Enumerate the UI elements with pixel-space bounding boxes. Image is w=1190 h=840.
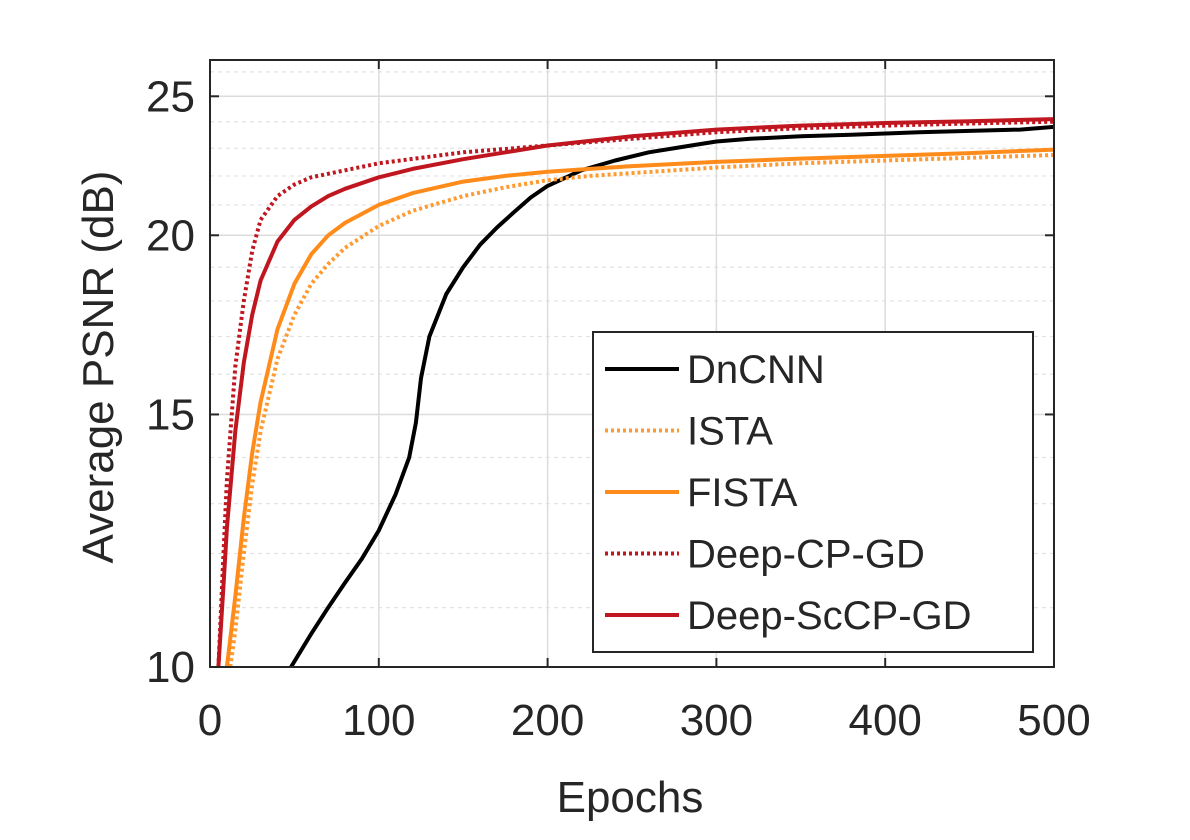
x-tick-label: 200 — [511, 696, 584, 745]
axes-frame — [209, 59, 1055, 668]
y-axis-label: Average PSNR (dB) — [74, 171, 123, 564]
legend-label: ISTA — [687, 410, 773, 454]
x-tick-label: 100 — [342, 696, 415, 745]
x-tick-label: 500 — [1017, 696, 1090, 745]
x-tick-label: 300 — [680, 696, 753, 745]
y-tick-label: 15 — [146, 390, 195, 439]
y-tick-label: 10 — [146, 643, 195, 692]
legend-label: DnCNN — [687, 348, 825, 392]
series-lines — [216, 117, 1054, 667]
series-line-deep-cp-gd — [216, 119, 1054, 667]
series-line-dncnn — [289, 124, 1054, 667]
legend-label: Deep-CP-GD — [687, 533, 925, 577]
legend-label: Deep-ScCP-GD — [687, 594, 972, 638]
tick-labels: 0 100 200 300 400 500 10 15 20 25 — [146, 72, 1091, 745]
series-line-fista — [224, 147, 1054, 667]
x-axis-label: Epochs — [557, 773, 704, 822]
x-tick-label: 400 — [848, 696, 921, 745]
y-tick-label: 20 — [146, 211, 195, 260]
y-tick-label: 25 — [146, 72, 195, 121]
series-line-ista — [228, 153, 1054, 667]
legend-label: FISTA — [687, 471, 798, 515]
series-line-deep-sccp-gd — [216, 117, 1054, 667]
series-group — [216, 117, 1054, 667]
legend: DnCNN ISTA FISTA Deep-CP-GD Deep-ScCP-GD — [592, 331, 1034, 653]
plot-frame — [209, 59, 1055, 668]
x-tick-label: 0 — [198, 696, 222, 745]
